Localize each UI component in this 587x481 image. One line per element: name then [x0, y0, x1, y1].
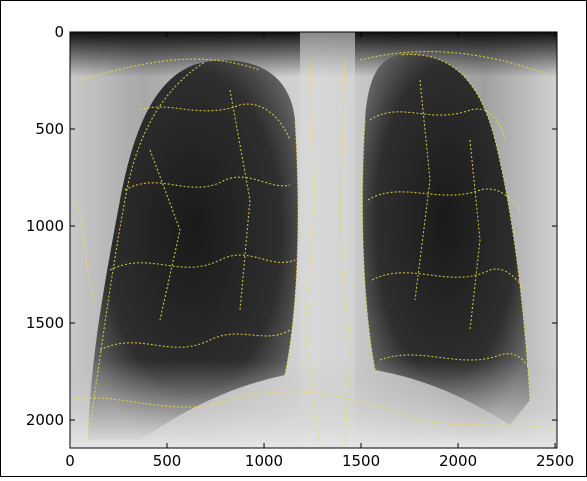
y-tick-label: 2000 [26, 411, 64, 429]
axes-frame [69, 31, 558, 449]
x-tick-label: 2000 [439, 452, 477, 470]
x-tick-label: 1000 [245, 452, 283, 470]
x-tick-label: 0 [65, 452, 75, 470]
y-tick-label: 0 [54, 23, 64, 41]
y-tick-label: 500 [35, 120, 64, 138]
y-tick-label: 1000 [26, 217, 64, 235]
x-tick-label: 500 [153, 452, 182, 470]
xray-image [70, 32, 557, 448]
y-tick-label: 1500 [26, 314, 64, 332]
x-tick-label: 2500 [536, 452, 574, 470]
x-tick-label: 1500 [342, 452, 380, 470]
